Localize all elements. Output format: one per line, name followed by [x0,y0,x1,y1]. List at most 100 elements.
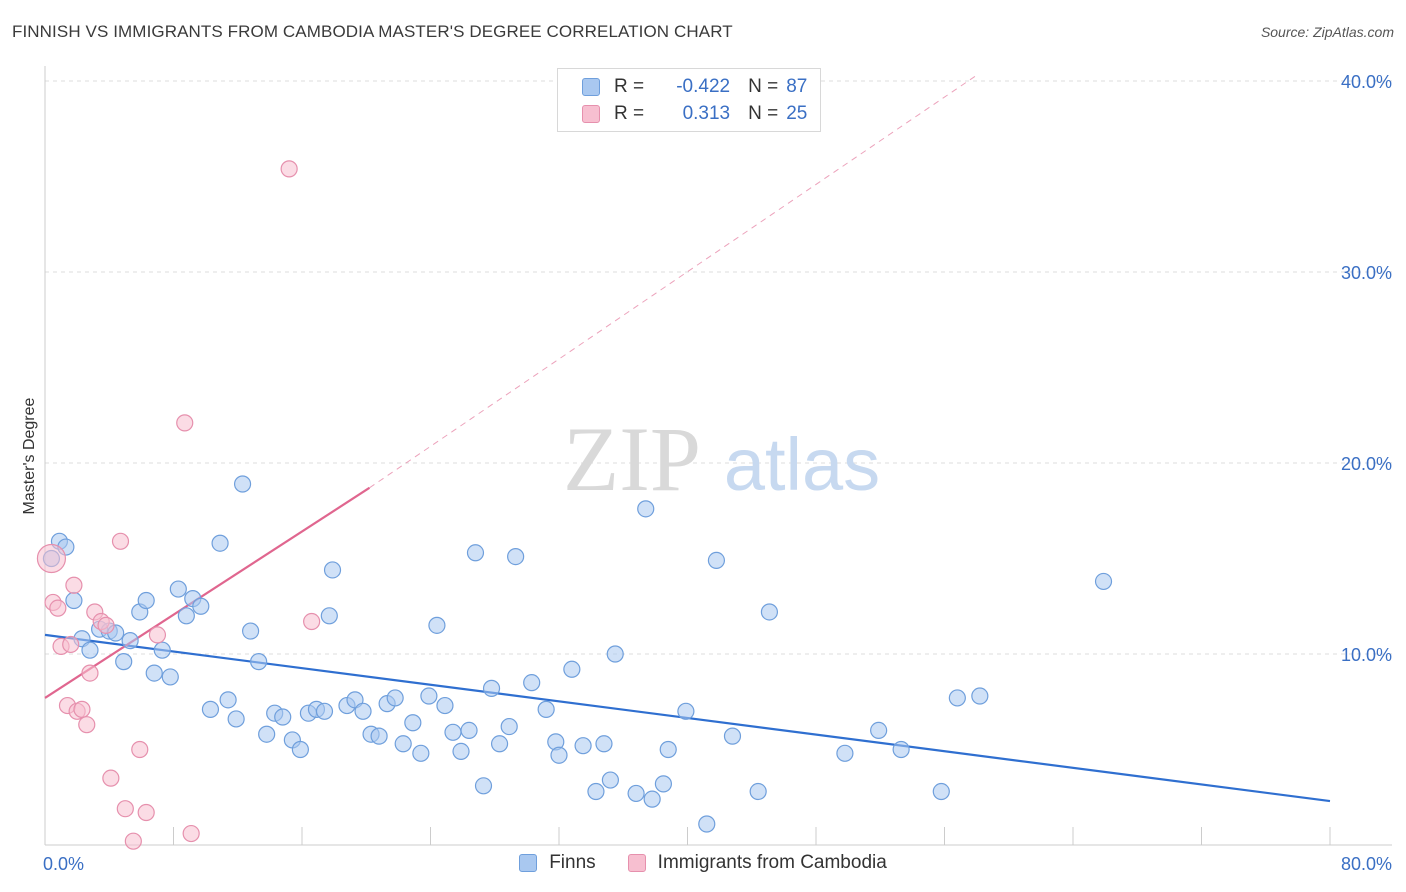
axes [44,66,1392,846]
data-point-finns [320,607,338,625]
cambodia-points [36,160,321,850]
data-point-cambodia [280,160,298,178]
series-legend: Finns Immigrants from Cambodia [0,852,1406,874]
data-point-finns [404,714,422,732]
chart-title: FINNISH VS IMMIGRANTS FROM CAMBODIA MAST… [12,22,733,41]
data-point-finns [460,721,478,740]
data-point-finns [227,710,245,728]
data-point-finns [169,580,187,598]
data-point-finns [274,708,292,726]
data-point-cambodia [65,576,83,594]
data-point-finns [563,660,581,678]
data-point-finns [507,547,525,566]
data-point-finns [836,744,854,762]
data-point-finns [523,674,541,692]
data-point-cambodia [49,599,67,617]
data-point-finns [420,687,438,705]
legend-label-cambodia: Immigrants from Cambodia [657,852,887,873]
legend-r-value: 0.313 [682,103,731,124]
data-point-finns [971,687,989,705]
data-point-finns [65,591,83,610]
data-point-finns [677,702,695,720]
trend-line-cambodia [44,486,371,699]
y-axis-label: Master's Degree [21,397,38,514]
data-point-finns [177,607,195,625]
data-point-finns [643,790,661,808]
x-tick-label: 0.0% [43,854,84,874]
trend-line-cambodia-extension [369,74,977,489]
y-tick-label: 20.0% [1341,454,1392,474]
data-point-finns [370,727,388,745]
data-point-finns [258,725,276,743]
data-point-finns [412,744,430,762]
data-point-finns [161,668,179,686]
legend-n-value: 87 [786,76,808,97]
legend-row-cambodia: R = 0.313 N = 25 [582,101,807,127]
legend-swatch-finns [519,854,538,872]
legend-item-cambodia: Immigrants from Cambodia [627,852,887,874]
finns-points [42,475,1113,833]
data-point-finns [233,475,252,493]
data-point-cambodia [131,740,149,759]
data-point-finns [637,500,655,518]
data-point-cambodia [137,803,155,822]
data-point-finns [948,689,966,707]
legend-r-value: -0.422 [676,76,731,97]
legend-swatch-finns [582,78,600,96]
data-point-finns [219,691,237,709]
y-tick-label: 30.0% [1341,263,1392,283]
legend-n-label: N = [748,103,779,124]
data-point-cambodia [81,664,99,682]
data-point-finns [386,689,404,707]
data-point-finns [601,771,620,789]
watermark-atlas: atlas [724,423,880,506]
x-tick-label: 80.0% [1341,854,1392,874]
legend-item-finns: Finns [519,852,596,874]
y-tick-label: 10.0% [1341,645,1392,665]
data-point-finns [444,723,462,741]
data-point-finns [500,717,518,736]
data-point-cambodia [36,543,67,574]
data-point-finns [192,597,210,615]
data-point-cambodia [176,414,194,432]
data-point-finns [550,746,568,764]
data-point-finns [354,702,372,720]
grid-lines [45,80,1392,655]
data-point-finns [394,735,412,753]
stats-legend: R = -0.422 N = 87 R = 0.313 N = 25 [557,68,821,132]
data-point-finns [606,645,624,663]
tick-labels: 10.0% 20.0% 30.0% 40.0% 0.0% 80.0% [43,72,1392,874]
data-point-finns [707,551,726,570]
legend-r-label: R = [614,103,645,124]
legend-n-value: 25 [786,103,808,124]
data-point-finns [574,737,592,755]
data-point-cambodia [78,716,96,734]
data-point-finns [870,721,888,740]
data-point-finns [1094,572,1113,591]
legend-row-finns: R = -0.422 N = 87 [582,74,807,100]
legend-swatch-cambodia [627,854,646,872]
watermark-zip: ZIP [563,408,701,510]
data-point-cambodia [124,832,142,850]
y-tick-label: 40.0% [1341,72,1392,92]
data-point-finns [698,815,716,833]
source-label: Source: ZipAtlas.com [1260,24,1394,40]
legend-swatch-cambodia [582,105,600,123]
data-point-finns [654,775,673,793]
legend-n-label: N = [748,76,779,97]
data-point-cambodia [182,824,200,843]
data-point-finns [115,653,133,671]
legend-r-label: R = [614,76,645,97]
legend-label-finns: Finns [549,852,596,873]
data-point-cambodia [148,626,167,644]
data-point-finns [892,740,910,759]
data-point-cambodia [73,700,91,718]
data-point-cambodia [111,532,130,550]
data-point-finns [627,784,645,803]
data-point-finns [145,664,163,682]
data-point-finns [587,782,605,801]
data-point-finns [452,742,470,761]
data-point-finns [723,727,742,745]
data-point-cambodia [62,635,80,654]
